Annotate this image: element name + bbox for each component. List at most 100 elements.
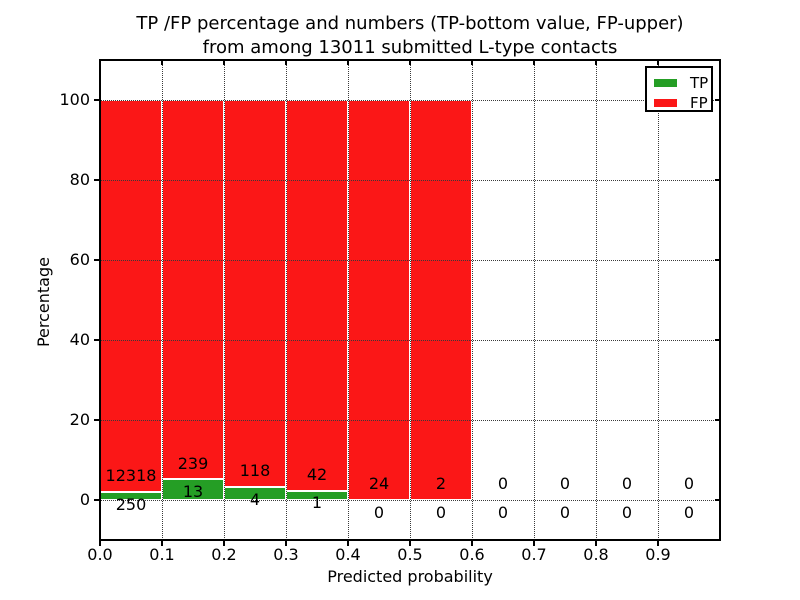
x-tick-label-0.6: 0.6: [459, 545, 485, 564]
legend-swatch-tp: [654, 79, 677, 87]
tick-x-bottom-0.7: [533, 540, 535, 546]
gridline-x-0.2: [224, 60, 225, 540]
label-fp-count-9: 0: [683, 474, 695, 493]
gridline-x-0.9: [658, 60, 659, 540]
gridline-y-60: [100, 260, 720, 261]
label-fp-count-4: 24: [368, 474, 390, 493]
label-tp-count-7: 0: [559, 503, 571, 522]
y-tick-label-20: 20: [69, 410, 90, 429]
x-axis-label: Predicted probability: [327, 567, 493, 586]
tick-x-top-0.7: [533, 60, 535, 65]
legend-swatch-fp: [654, 99, 677, 107]
tick-x-bottom-0.9: [657, 540, 659, 546]
tick-y-left-0: [94, 499, 100, 501]
chart-title-line-1: TP /FP percentage and numbers (TP-bottom…: [136, 13, 684, 34]
label-fp-count-0: 12318: [105, 466, 157, 485]
bar-fp-3: [286, 100, 348, 491]
gridline-x-0.5: [410, 60, 411, 540]
label-tp-count-2: 4: [249, 490, 261, 509]
y-tick-label-60: 60: [69, 250, 90, 269]
x-tick-label-0.8: 0.8: [583, 545, 609, 564]
label-fp-count-5: 2: [435, 474, 447, 493]
label-tp-count-9: 0: [683, 503, 695, 522]
bar-fp-0: [100, 100, 162, 493]
label-tp-count-0: 250: [115, 495, 147, 514]
label-fp-count-1: 239: [177, 454, 209, 473]
label-tp-count-8: 0: [621, 503, 633, 522]
legend-label-tp: TP: [690, 74, 709, 92]
tick-x-bottom-0.0: [99, 540, 101, 546]
gridline-x-0.8: [596, 60, 597, 540]
tick-x-bottom-0.1: [161, 540, 163, 546]
tick-y-right-80: [715, 179, 720, 181]
tick-x-top-0.8: [595, 60, 597, 65]
gridline-y-80: [100, 180, 720, 181]
tick-y-left-40: [94, 339, 100, 341]
x-tick-label-0.9: 0.9: [645, 545, 671, 564]
chart-title: TP /FP percentage and numbers (TP-bottom…: [100, 12, 720, 60]
label-fp-count-7: 0: [559, 474, 571, 493]
label-fp-count-8: 0: [621, 474, 633, 493]
tick-y-left-80: [94, 179, 100, 181]
legend-item-fp: FP: [654, 93, 708, 113]
tick-x-top-0.2: [223, 60, 225, 65]
gridline-x-0.3: [286, 60, 287, 540]
tick-y-right-0: [715, 499, 720, 501]
x-tick-label-0.4: 0.4: [335, 545, 361, 564]
x-tick-label-0.0: 0.0: [87, 545, 113, 564]
tick-y-right-60: [715, 259, 720, 261]
x-tick-label-0.2: 0.2: [211, 545, 237, 564]
label-tp-count-1: 13: [182, 482, 204, 501]
tick-x-top-0.3: [285, 60, 287, 65]
legend-label-fp: FP: [690, 94, 708, 112]
tick-x-top-0.5: [409, 60, 411, 65]
gridline-x-0.4: [348, 60, 349, 540]
tick-x-bottom-0.6: [471, 540, 473, 546]
y-tick-label-40: 40: [69, 330, 90, 349]
x-tick-label-0.1: 0.1: [149, 545, 175, 564]
label-tp-count-5: 0: [435, 503, 447, 522]
tick-y-right-20: [715, 419, 720, 421]
legend: TP FP: [645, 66, 713, 112]
gridline-x-0.6: [472, 60, 473, 540]
y-axis-label: Percentage: [34, 257, 53, 348]
tick-y-left-20: [94, 419, 100, 421]
tick-x-bottom-0.4: [347, 540, 349, 546]
gridline-y-20: [100, 420, 720, 421]
x-tick-label-0.7: 0.7: [521, 545, 547, 564]
gridline-y-100: [100, 100, 720, 101]
y-tick-label-100: 100: [59, 90, 90, 109]
tick-y-left-100: [94, 99, 100, 101]
bar-fp-2: [224, 100, 286, 487]
gridline-x-0.1: [162, 60, 163, 540]
tick-x-top-0.1: [161, 60, 163, 65]
tick-x-bottom-0.8: [595, 540, 597, 546]
bar-fp-4: [348, 100, 410, 500]
gridline-y-40: [100, 340, 720, 341]
x-tick-label-0.3: 0.3: [273, 545, 299, 564]
tick-y-right-100: [715, 99, 720, 101]
tick-y-right-40: [715, 339, 720, 341]
tick-x-top-0.4: [347, 60, 349, 65]
label-fp-count-2: 118: [239, 461, 271, 480]
label-tp-count-4: 0: [373, 503, 385, 522]
tick-x-top-0.6: [471, 60, 473, 65]
bar-fp-5: [410, 100, 472, 500]
tick-y-left-60: [94, 259, 100, 261]
y-tick-label-0: 0: [79, 490, 90, 509]
gridline-x-0.7: [534, 60, 535, 540]
legend-item-tp: TP: [654, 73, 708, 93]
label-fp-count-3: 42: [306, 465, 328, 484]
label-tp-count-3: 1: [311, 493, 323, 512]
label-fp-count-6: 0: [497, 474, 509, 493]
tick-x-bottom-0.5: [409, 540, 411, 546]
tick-x-bottom-0.3: [285, 540, 287, 546]
chart-title-line-2: from among 13011 submitted L-type contac…: [202, 37, 618, 58]
plot-area: 12318 250 239 13 118 4 42 1 24 0 2 0 0 0 0 0 0 0 0 0: [94, 60, 720, 546]
x-tick-label-0.5: 0.5: [397, 545, 423, 564]
y-tick-label-80: 80: [69, 170, 90, 189]
tick-x-bottom-0.2: [223, 540, 225, 546]
tick-x-top-0.9: [657, 60, 659, 65]
bar-fp-1: [162, 100, 224, 480]
